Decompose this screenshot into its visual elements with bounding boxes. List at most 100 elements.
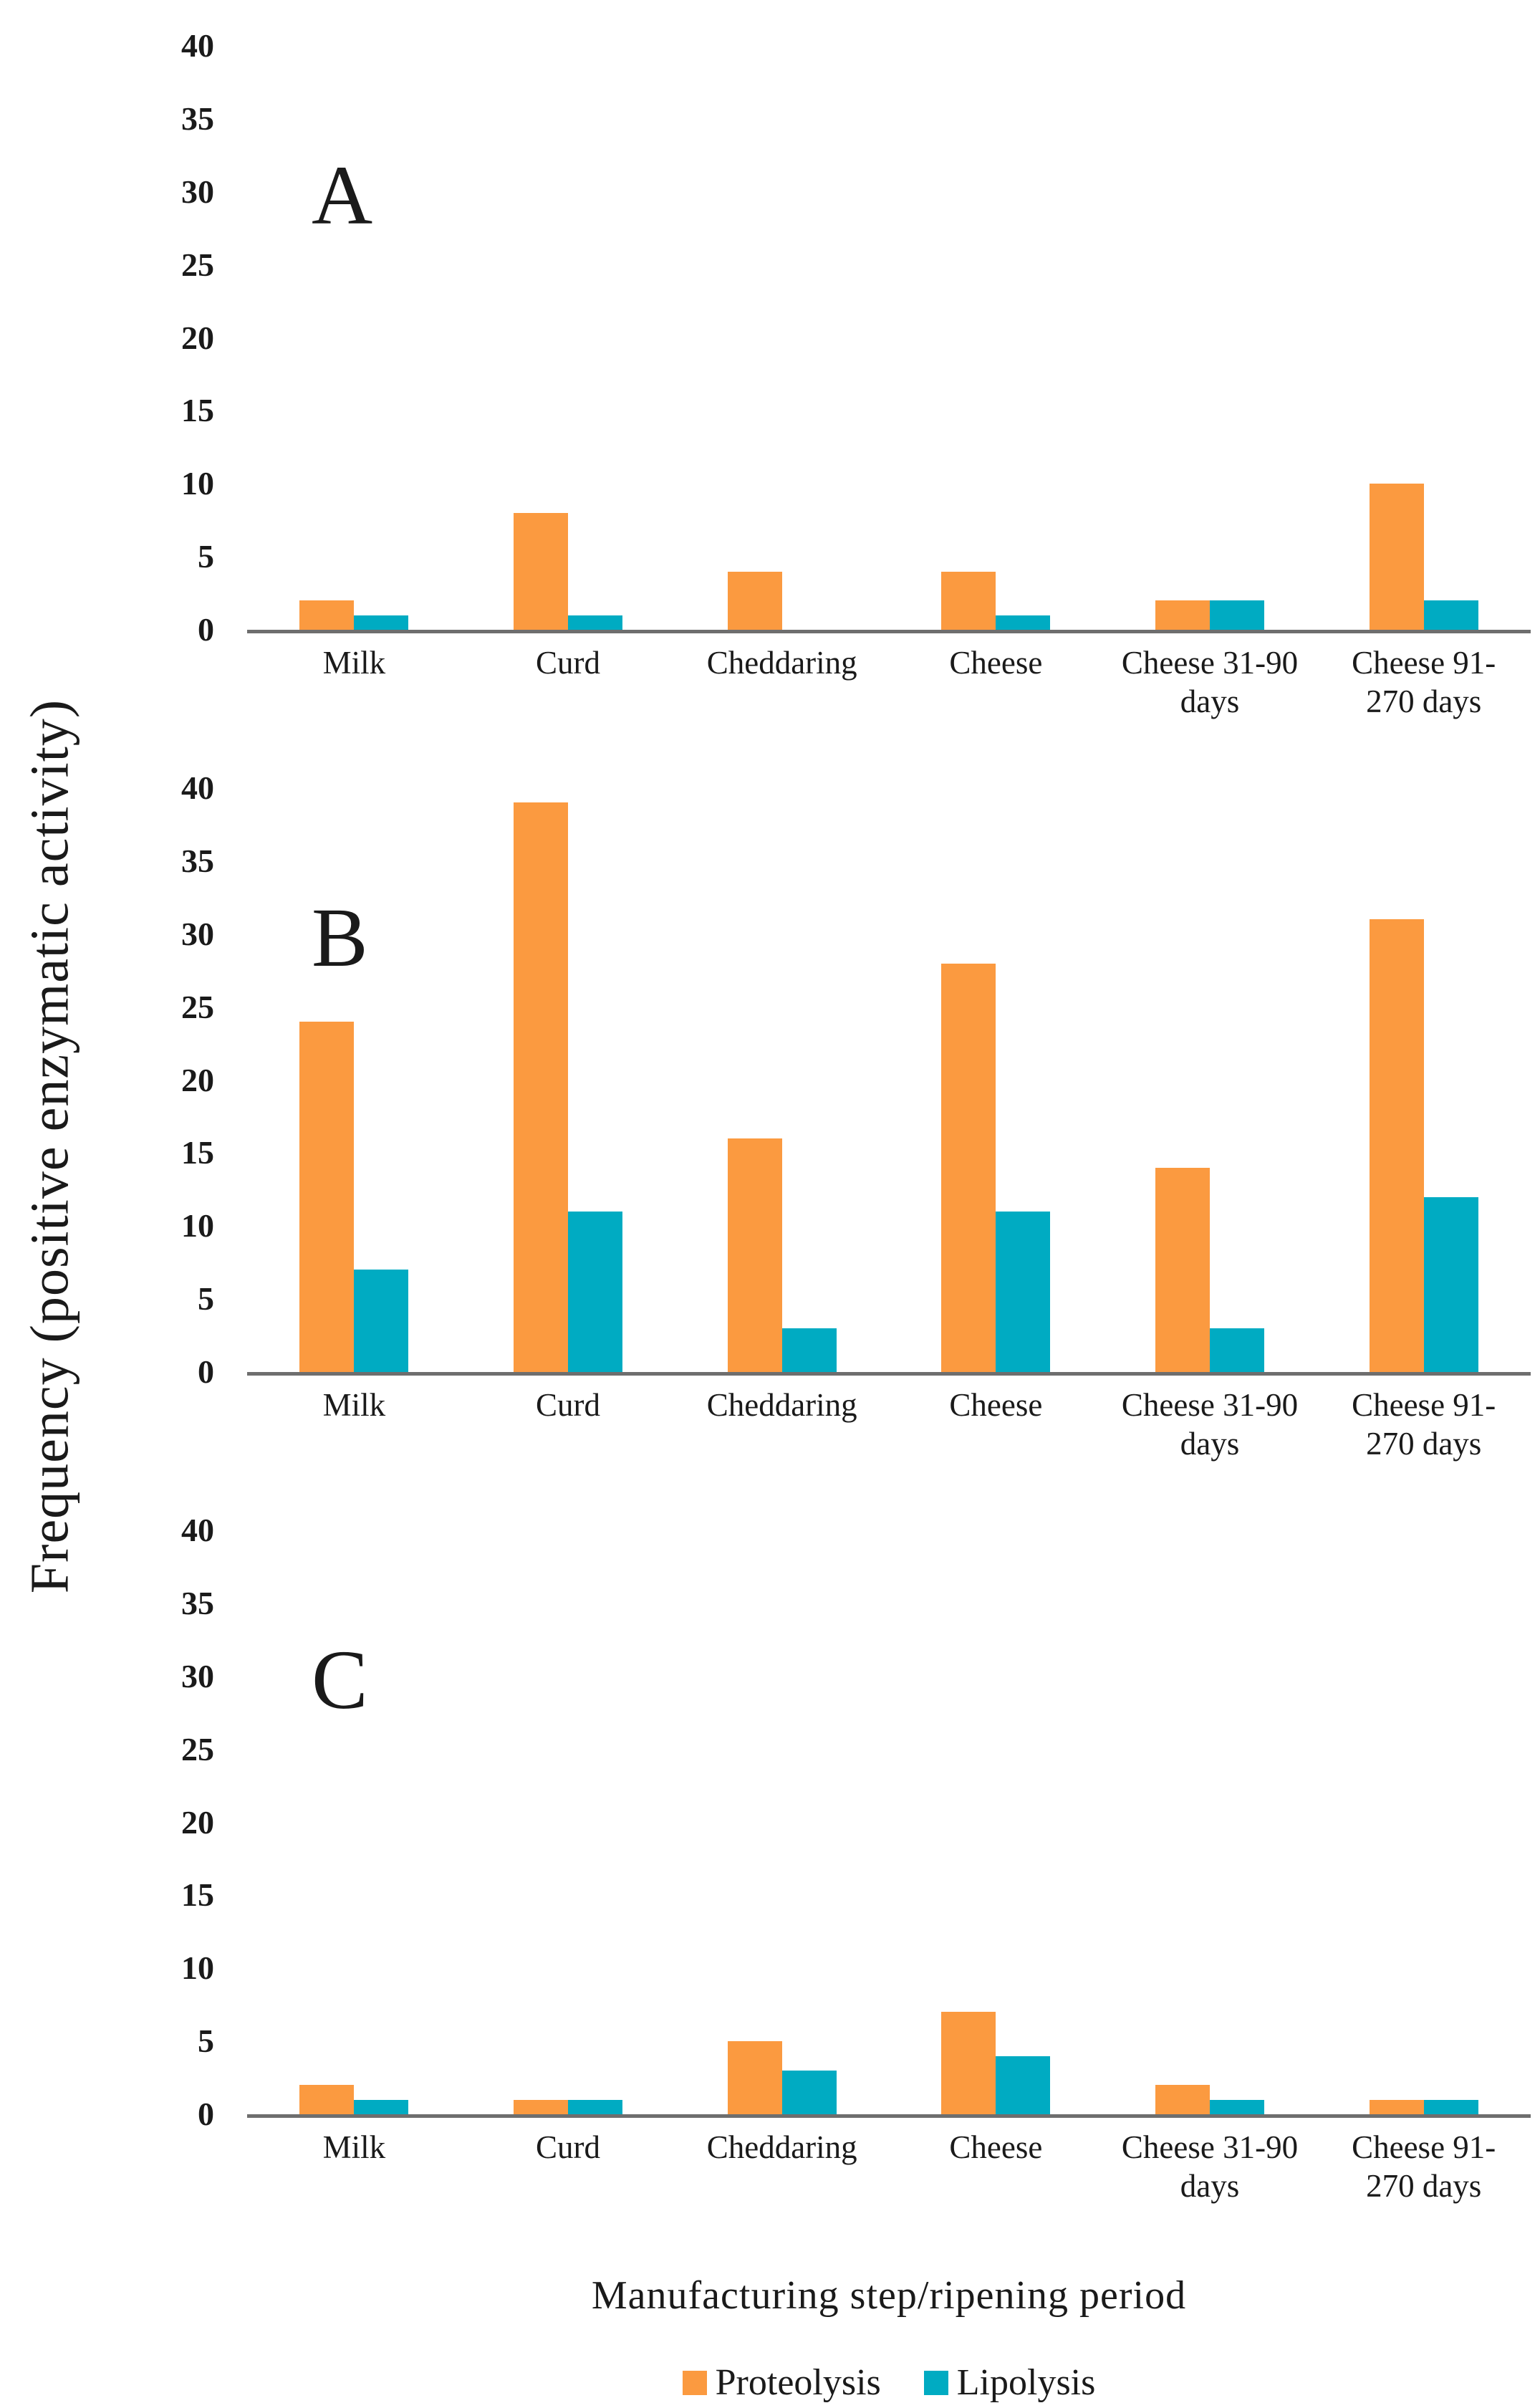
legend-item-lipolysis: Lipolysis — [923, 2361, 1096, 2404]
bar-proteolysis — [514, 802, 568, 1372]
bar-lipolysis — [996, 2056, 1051, 2114]
bar-lipolysis — [996, 1211, 1051, 1372]
bar-group — [675, 46, 889, 630]
bar-lipolysis — [354, 2099, 409, 2114]
bar-group — [461, 788, 675, 1372]
y-tick-label: 35 — [181, 100, 214, 137]
chart-panels: 0 5 10 15 20 25 30 35 40 A Milk Curd Cheddaring Che… — [0, 29, 1540, 2404]
x-category-label: Cheese — [949, 2129, 1043, 2165]
y-tick-label: 35 — [181, 842, 214, 879]
y-tick-label: 20 — [181, 1061, 214, 1098]
y-tick-label: 10 — [181, 1207, 214, 1244]
legend-label: Lipolysis — [956, 2362, 1096, 2403]
x-axis-labels: Milk Curd Cheddaring Cheese Cheese 31-90 day… — [247, 1376, 1531, 1462]
bar-proteolysis — [727, 2041, 782, 2114]
proteolysis-swatch-icon — [682, 2370, 707, 2395]
bar-group — [889, 788, 1103, 1372]
x-category-label: Cheese 91- 270 days — [1352, 1387, 1496, 1462]
bar-proteolysis — [1155, 1167, 1211, 1372]
y-tick-label: 10 — [181, 1949, 214, 1987]
bar-group — [889, 1530, 1103, 2114]
y-tick-label: 35 — [181, 1584, 214, 1621]
x-category-label: Cheese — [949, 645, 1043, 681]
y-tick-label: 30 — [181, 915, 214, 952]
bar-lipolysis — [781, 2070, 837, 2114]
bar-group — [247, 788, 461, 1372]
y-tick-label: 15 — [181, 1876, 214, 1914]
plot-area: B — [247, 788, 1531, 1376]
x-category-label: Cheese 31-90 days — [1121, 2129, 1299, 2204]
lipolysis-swatch-icon — [923, 2370, 948, 2395]
y-tick-label: 0 — [198, 611, 214, 648]
bar-proteolysis — [727, 1138, 782, 1372]
x-axis-labels: Milk Curd Cheddaring Cheese Cheese 31-90 day… — [247, 633, 1531, 719]
plot-area: A — [247, 46, 1531, 633]
y-axis-ticks: 0 5 10 15 20 25 30 35 40 — [0, 1514, 247, 2131]
bar-group — [889, 46, 1103, 630]
y-axis-ticks: 0 5 10 15 20 25 30 35 40 — [0, 29, 247, 646]
x-category-label: Curd — [536, 645, 600, 681]
x-category-label: Milk — [322, 2129, 386, 2165]
chart-panel-a: 0 5 10 15 20 25 30 35 40 A Milk Curd Cheddaring Che… — [0, 29, 1540, 719]
y-tick-label: 20 — [181, 1803, 214, 1841]
bar-lipolysis — [1423, 600, 1478, 630]
bar-lipolysis — [568, 2099, 622, 2114]
y-tick-label: 15 — [181, 392, 214, 429]
plot-area: C — [247, 1530, 1531, 2118]
bar-group — [1317, 788, 1531, 1372]
y-tick-label: 40 — [181, 27, 214, 64]
y-tick-label: 40 — [181, 769, 214, 806]
legend-item-proteolysis: Proteolysis — [682, 2361, 881, 2404]
bar-proteolysis — [514, 513, 568, 630]
bar-group — [1317, 46, 1531, 630]
plot-row: 0 5 10 15 20 25 30 35 40 B — [0, 772, 1540, 1388]
bar-lipolysis — [996, 615, 1051, 630]
bar-lipolysis — [1210, 600, 1265, 630]
chart-panel-c: 0 5 10 15 20 25 30 35 40 C Milk Curd Cheddaring Che… — [0, 1514, 1540, 2204]
y-tick-label: 25 — [181, 246, 214, 283]
y-tick-label: 25 — [181, 988, 214, 1025]
x-category-label: Cheese 31-90 days — [1121, 645, 1299, 719]
bar-lipolysis — [354, 615, 409, 630]
x-category-label: Milk — [322, 645, 386, 681]
bar-lipolysis — [1423, 2099, 1478, 2114]
y-tick-label: 30 — [181, 173, 214, 210]
y-tick-label: 15 — [181, 1134, 214, 1171]
bar-lipolysis — [568, 1211, 622, 1372]
x-category-label: Cheese 91- 270 days — [1352, 645, 1496, 719]
bar-group — [1103, 46, 1317, 630]
x-category-label: Cheese 31-90 days — [1121, 1387, 1299, 1462]
bar-lipolysis — [1210, 1328, 1265, 1372]
bar-group — [247, 46, 461, 630]
panel-letter: B — [312, 891, 368, 984]
panel-letter: C — [312, 1633, 368, 1727]
bar-proteolysis — [1369, 484, 1424, 630]
bar-proteolysis — [941, 2012, 996, 2114]
bar-proteolysis — [1155, 2085, 1211, 2114]
bar-lipolysis — [568, 615, 622, 630]
y-tick-label: 5 — [198, 538, 214, 575]
bar-group — [461, 1530, 675, 2114]
x-category-label: Curd — [536, 1387, 600, 1423]
bar-group — [675, 788, 889, 1372]
chart-panel-b: 0 5 10 15 20 25 30 35 40 B Milk Curd Cheddaring Che… — [0, 772, 1540, 1462]
bar-group — [1103, 788, 1317, 1372]
y-tick-label: 40 — [181, 1512, 214, 1548]
y-tick-label: 5 — [198, 2023, 214, 2060]
y-tick-label: 30 — [181, 1657, 214, 1694]
x-category-label: Cheddaring — [706, 645, 857, 681]
x-axis-title: Manufacturing step/ripening period — [591, 2273, 1187, 2318]
bar-proteolysis — [727, 571, 782, 630]
bar-lipolysis — [354, 1270, 409, 1372]
bar-proteolysis — [299, 2085, 355, 2114]
bar-proteolysis — [299, 600, 355, 630]
bar-proteolysis — [514, 2099, 568, 2114]
y-tick-label: 5 — [198, 1280, 214, 1318]
x-category-label: Curd — [536, 2129, 600, 2165]
bar-lipolysis — [1423, 1196, 1478, 1372]
bar-lipolysis — [1210, 2099, 1265, 2114]
plot-row: 0 5 10 15 20 25 30 35 40 C — [0, 1514, 1540, 2131]
bar-group — [1103, 1530, 1317, 2114]
bar-lipolysis — [781, 1328, 837, 1372]
